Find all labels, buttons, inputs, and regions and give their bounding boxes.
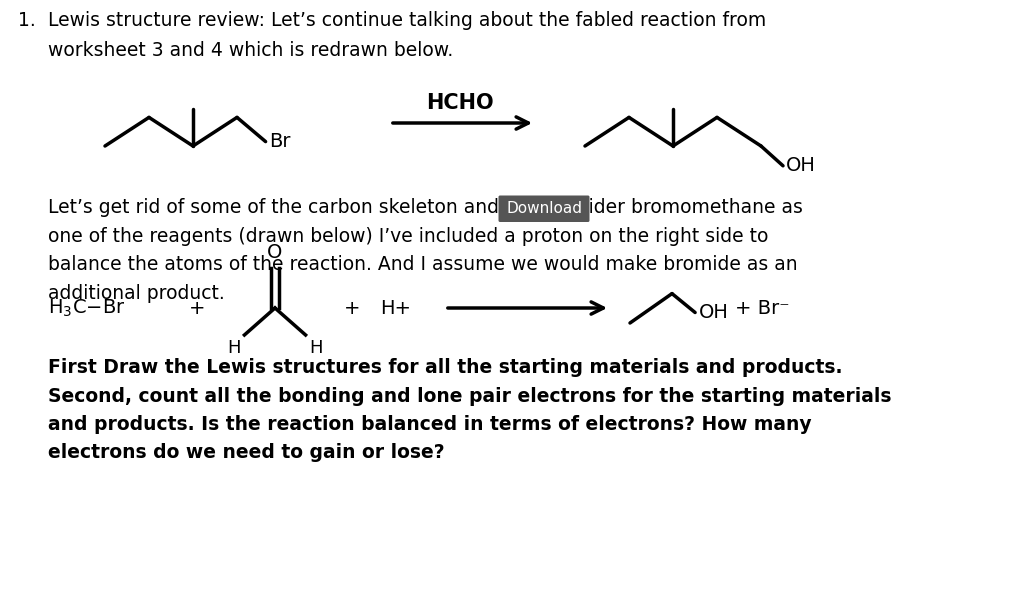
Text: and products. Is the reaction balanced in terms of electrons? How many: and products. Is the reaction balanced i… [48,415,812,434]
Text: electrons do we need to gain or lose?: electrons do we need to gain or lose? [48,443,444,463]
Text: + Br⁻: + Br⁻ [735,299,790,317]
FancyBboxPatch shape [499,196,590,222]
Text: +: + [344,299,360,317]
Text: worksheet 3 and 4 which is redrawn below.: worksheet 3 and 4 which is redrawn below… [48,41,454,60]
Text: additional product.: additional product. [48,283,224,303]
Text: 1.: 1. [18,11,36,30]
Text: Br: Br [269,132,291,151]
Text: one of the reagents (drawn below) I’ve included a proton on the right side to: one of the reagents (drawn below) I’ve i… [48,227,768,246]
Text: H+: H+ [380,299,411,317]
Text: Lewis structure review: Let’s continue talking about the fabled reaction from: Lewis structure review: Let’s continue t… [48,11,766,30]
Text: H$_3$C$-$Br: H$_3$C$-$Br [48,297,125,319]
Text: +: + [188,299,205,317]
Text: HCHO: HCHO [426,93,494,113]
Text: H: H [227,339,241,357]
Text: balance the atoms of the reaction. And I assume we would make bromide as an: balance the atoms of the reaction. And I… [48,255,798,274]
Text: H: H [309,339,324,357]
Text: Let’s get rid of some of the carbon skeleton and just consider bromomethane as: Let’s get rid of some of the carbon skel… [48,198,803,217]
Text: Download: Download [506,201,582,216]
Text: O: O [267,243,283,263]
Text: OH: OH [786,156,816,175]
Text: First Draw the Lewis structures for all the starting materials and products.: First Draw the Lewis structures for all … [48,358,843,377]
Text: Second, count all the bonding and lone pair electrons for the starting materials: Second, count all the bonding and lone p… [48,387,892,406]
Text: OH: OH [699,303,729,322]
